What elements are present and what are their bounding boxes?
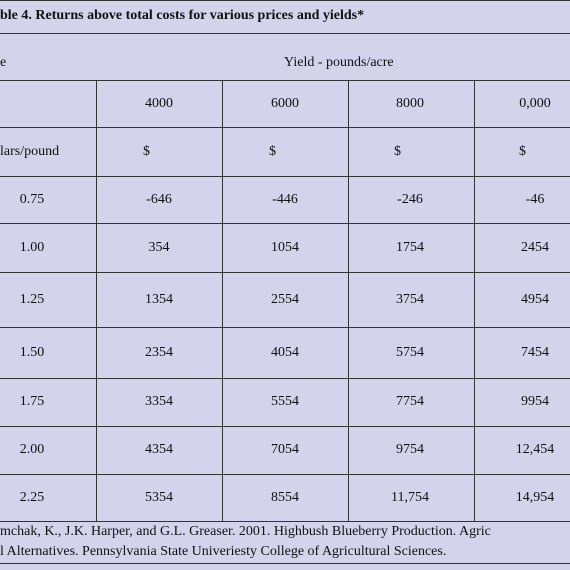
footnote-line: mchak, K., J.K. Harper, and G.L. Greaser… [0, 524, 491, 539]
row-border [0, 127, 570, 128]
row-border [0, 176, 570, 177]
value-cell: 14,954 [515, 489, 555, 505]
value-cell: 1054 [271, 239, 299, 255]
row-border [0, 80, 570, 81]
column-border [222, 80, 223, 521]
price-cell: 1.50 [19, 344, 45, 360]
value-cell: 3354 [145, 394, 173, 409]
price-cell: 1.00 [19, 239, 45, 255]
value-cell: 2554 [271, 291, 299, 307]
value-cell: 4954 [521, 291, 549, 307]
value-cell: 1354 [145, 291, 173, 307]
price-cell: 1.75 [19, 394, 45, 409]
price-cell: 2.25 [19, 489, 45, 505]
value-cell: 2354 [145, 344, 173, 360]
value-cell: -646 [146, 191, 172, 207]
row-border [0, 563, 570, 564]
value-cell: -446 [272, 191, 298, 207]
value-cell: 5354 [145, 489, 173, 505]
value-cell: 2454 [521, 239, 549, 255]
row-border [0, 474, 570, 475]
value-cell: 7754 [396, 394, 424, 409]
value-cell: 354 [148, 239, 170, 255]
value-cell: 5754 [396, 344, 424, 360]
value-cell: 9754 [396, 442, 424, 457]
price-cell: 1.25 [19, 291, 45, 307]
value-cell: 12,454 [515, 442, 555, 457]
value-cell: 3754 [396, 291, 424, 307]
column-header: e [0, 55, 7, 70]
value-cell: 1754 [396, 239, 424, 255]
column-header: Yield - pounds/acre [284, 55, 394, 70]
row-border [0, 272, 570, 273]
row-border [0, 223, 570, 224]
value-cell: -246 [397, 191, 423, 207]
yield-cell: 0,000 [519, 95, 551, 111]
value-cell: 5554 [271, 394, 299, 409]
value-cell: 9954 [521, 394, 549, 409]
column-border [348, 80, 349, 521]
value-cell: 4054 [271, 344, 299, 360]
row-border [0, 33, 570, 34]
unit-cell: $ [394, 143, 401, 159]
unit-cell: $ [143, 143, 150, 159]
unit-cell: $ [519, 143, 526, 159]
value-cell: 8554 [271, 489, 299, 505]
unit-cell: lars/pound [0, 143, 60, 159]
yield-cell: 8000 [396, 95, 424, 111]
price-cell: 0.75 [19, 191, 45, 207]
column-border [474, 80, 475, 521]
yield-cell: 4000 [145, 95, 173, 111]
unit-cell: $ [269, 143, 276, 159]
value-cell: 4354 [145, 442, 173, 457]
footnote: mchak, K., J.K. Harper, and G.L. Greaser… [0, 522, 570, 562]
footnote-line: l Alternatives. Pennsylvania State Unive… [0, 544, 447, 559]
column-border [96, 80, 97, 521]
yield-cell: 6000 [271, 95, 299, 111]
value-cell: 7454 [521, 344, 549, 360]
price-cell: 2.00 [19, 442, 45, 457]
row-border [0, 521, 570, 522]
value-cell: 7054 [271, 442, 299, 457]
row-border [0, 426, 570, 427]
row-border [0, 378, 570, 379]
row-border [0, 327, 570, 328]
value-cell: 11,754 [391, 489, 429, 505]
table-title: ble 4. Returns above total costs for var… [0, 8, 365, 23]
value-cell: -46 [525, 191, 545, 207]
row-border [0, 0, 570, 1]
